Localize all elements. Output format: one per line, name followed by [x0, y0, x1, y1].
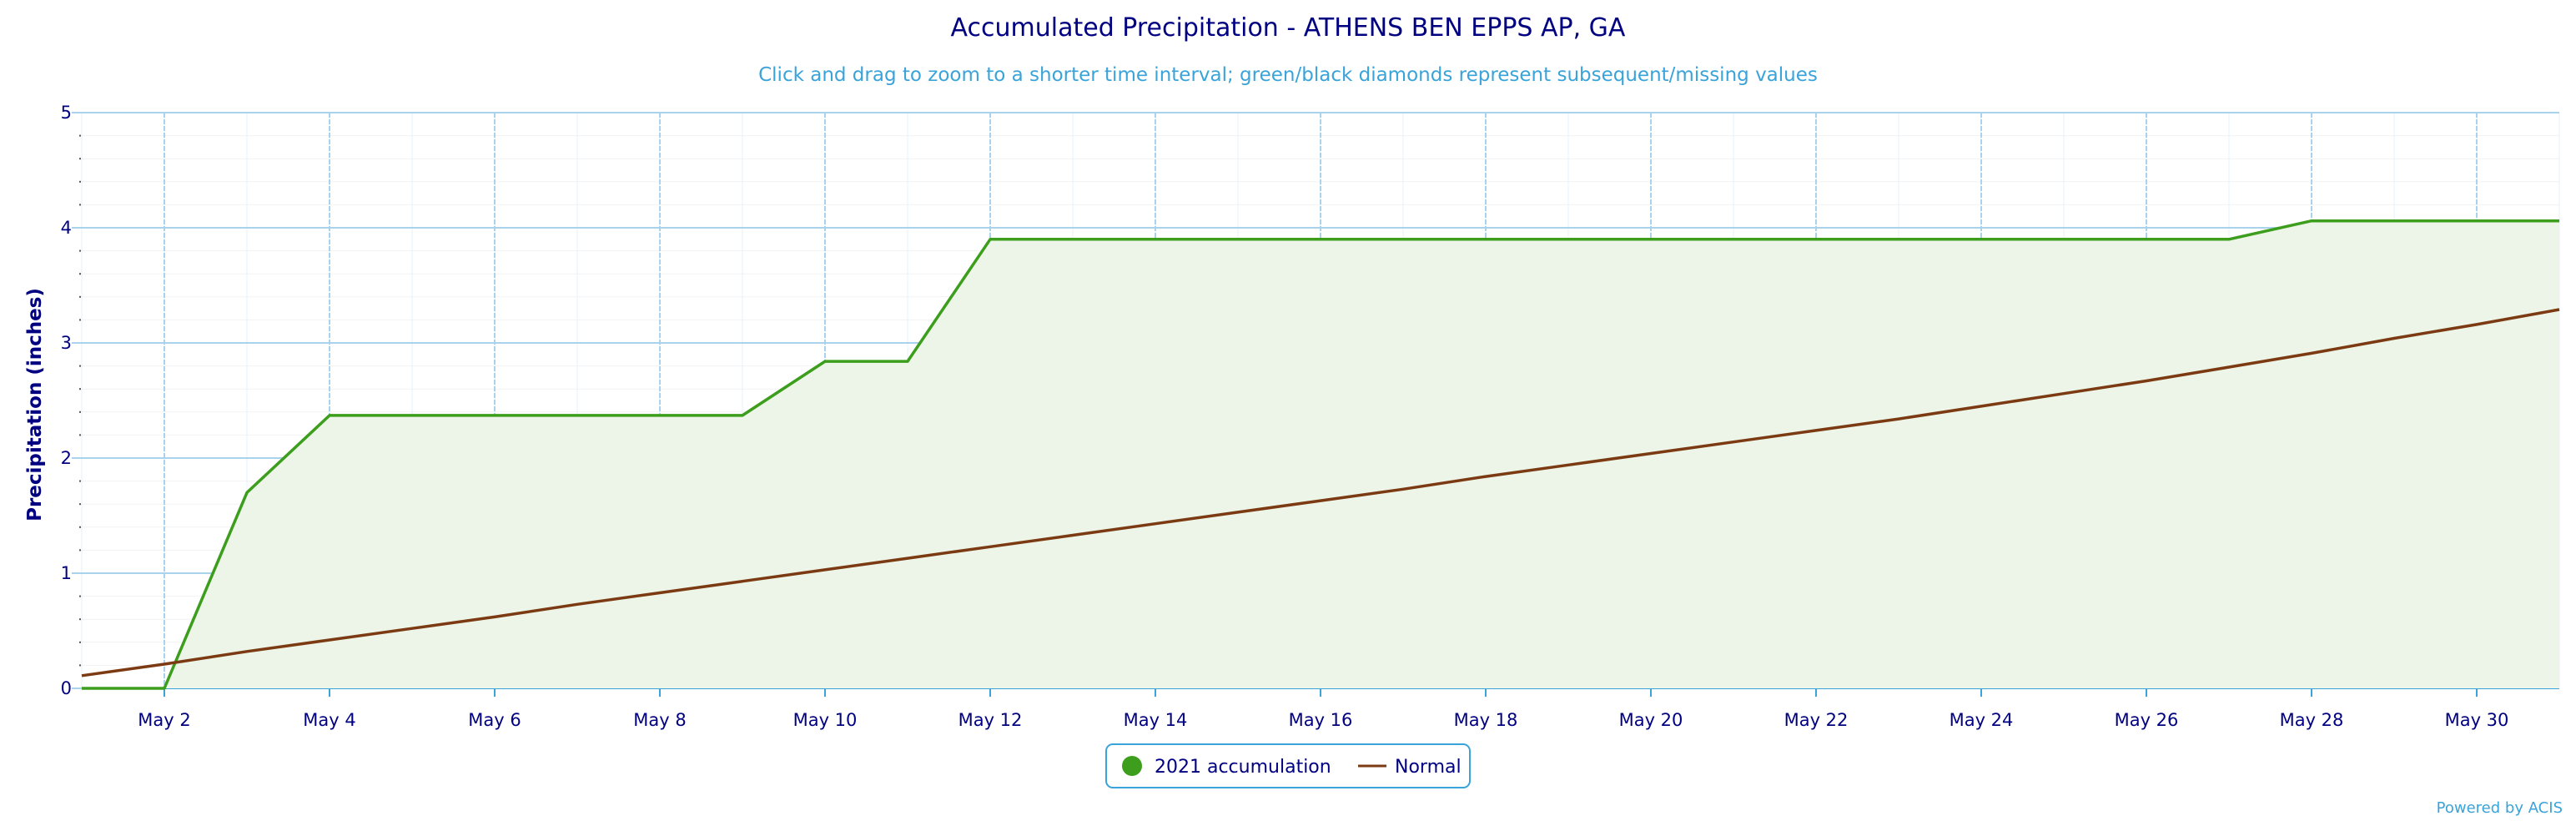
x-tick-label: May 6: [468, 710, 521, 730]
x-tick-label: May 18: [1454, 710, 1518, 730]
credit-link[interactable]: Powered by ACIS: [2437, 799, 2563, 817]
plot-area[interactable]: 0 1 2 3 4 5 May 2 May 4 May 6 May 8 May 10 May 12 Ma…: [61, 103, 2560, 730]
legend-label-normal: Normal: [1395, 757, 1462, 778]
x-tick-label: May 26: [2115, 710, 2179, 730]
series-area-2021-accumulation: [82, 220, 2559, 688]
y-tick-label: 3: [61, 333, 72, 353]
legend-item-2021-accumulation[interactable]: 2021 accumulation: [1122, 756, 1331, 778]
legend-label-2021-accumulation: 2021 accumulation: [1155, 757, 1331, 778]
legend[interactable]: 2021 accumulation Normal: [1105, 743, 1471, 788]
x-tick-label: May 20: [1619, 710, 1683, 730]
x-tick-label: May 8: [633, 710, 686, 730]
y-tick-label: 1: [61, 563, 72, 583]
y-axis-title: Precipitation (inches): [24, 288, 46, 521]
x-tick-label: May 10: [793, 710, 858, 730]
chart-subtitle: Click and drag to zoom to a shorter time…: [758, 64, 1818, 86]
x-tick-label: May 4: [303, 710, 355, 730]
legend-box: [1105, 743, 1471, 788]
x-tick-label: May 14: [1124, 710, 1188, 730]
y-tick-label: 4: [61, 218, 72, 238]
series-line-2021-accumulation[interactable]: [82, 219, 2559, 690]
x-tick-label: May 2: [138, 710, 190, 730]
y-tick-label: 5: [61, 103, 72, 123]
chart-title: Accumulated Precipitation - ATHENS BEN E…: [951, 13, 1626, 43]
y-tick-label: 2: [61, 448, 72, 468]
y-tick-label: 0: [61, 678, 72, 698]
x-tick-label: May 30: [2445, 710, 2509, 730]
series-line-normal[interactable]: [81, 308, 2560, 677]
x-tick-label: May 16: [1289, 710, 1353, 730]
legend-circle-icon: [1122, 756, 1142, 776]
x-tick-label: May 12: [958, 710, 1023, 730]
legend-item-normal[interactable]: Normal: [1358, 757, 1462, 778]
x-tick-label: May 22: [1784, 710, 1849, 730]
x-tick-label: May 24: [1950, 710, 2014, 730]
x-tick-label: May 28: [2280, 710, 2344, 730]
